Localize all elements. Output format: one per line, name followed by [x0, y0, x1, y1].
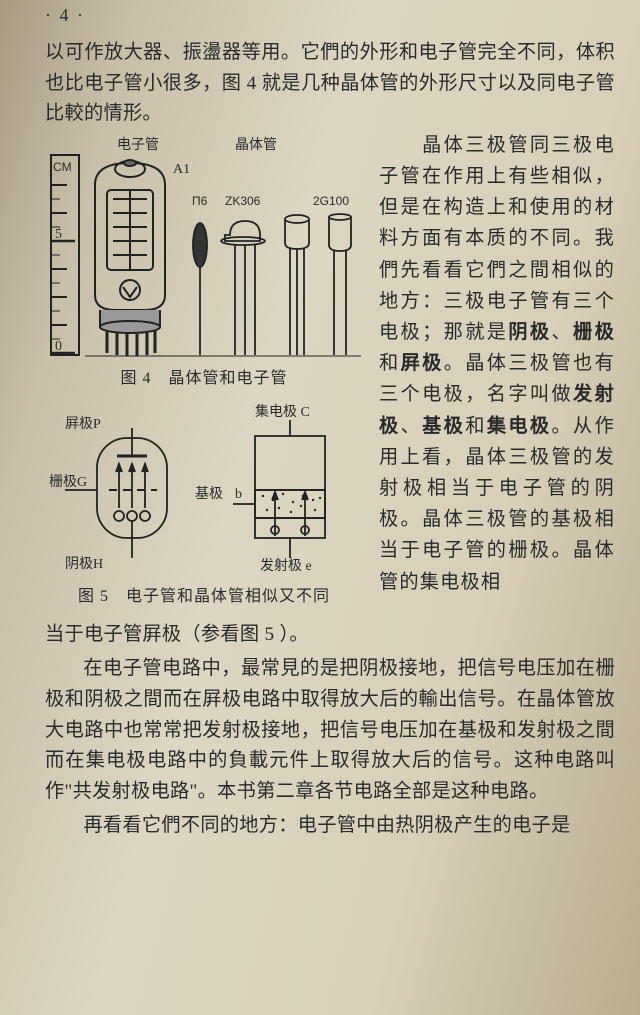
vacuum-tube-icon [95, 160, 165, 356]
intro-paragraph: 以可作放大器、振盪器等用。它們的外形和电子管完全不同，体积也比电子管小很多，图 … [45, 38, 615, 130]
figures-block: 电子管 晶体管 CM [45, 135, 365, 616]
triode-symbol-icon [65, 428, 167, 558]
transistor-1-icon [193, 223, 207, 355]
paragraph-2: 在电子管电路中，最常見的是把阴极接地，把信号电压加在栅极和阴极之間而在屛极电路中… [45, 654, 615, 807]
fig5-plate-label: 屛极P [65, 416, 101, 432]
svg-text:5: 5 [55, 227, 62, 242]
fig5-base-label-1: 基极 [195, 485, 223, 502]
transistor-2-icon [221, 221, 265, 355]
after-float-line: 当于电子管屛极（参看图 5 ）。 [45, 620, 615, 651]
trans-code-2: ZK306 [225, 194, 261, 208]
ruler-icon: CM 5 0 [51, 155, 79, 355]
page-number: · 4 · [45, 5, 615, 26]
fig4-label-tube: 电子管 [117, 137, 159, 153]
fig5-grid-label: 栅极G [49, 474, 87, 490]
svg-text:CM: CM [53, 160, 72, 174]
figure-4-caption: 图 4 晶体管和电子管 [45, 364, 363, 388]
transistor-symbol-icon [233, 420, 325, 558]
figure-5-caption: 图 5 电子管和晶体管相似又不同 [45, 582, 363, 606]
transistor-4-icon [329, 214, 351, 355]
trans-code-1: П6 [192, 194, 208, 208]
fig5-cathode-label: 阴极H [65, 556, 103, 572]
figure-5: 屛极P 栅极G 阴极H [45, 398, 363, 606]
fig5-base-label-2: b [235, 487, 242, 502]
transistor-3-icon [285, 215, 309, 355]
paragraph-3: 再看看它們不同的地方：电子管中由热阴极产生的电子是 [45, 811, 615, 842]
fig5-emitter-label: 发射极 e [260, 558, 312, 574]
svg-text:0: 0 [55, 339, 62, 354]
trans-code-3: 2G100 [313, 194, 349, 208]
figure-4: 电子管 晶体管 CM [45, 135, 363, 388]
fig5-collector-label: 集电极 C [255, 403, 310, 420]
fig4-label-trans: 晶体管 [235, 137, 277, 153]
tube-code: A1 [173, 162, 190, 177]
